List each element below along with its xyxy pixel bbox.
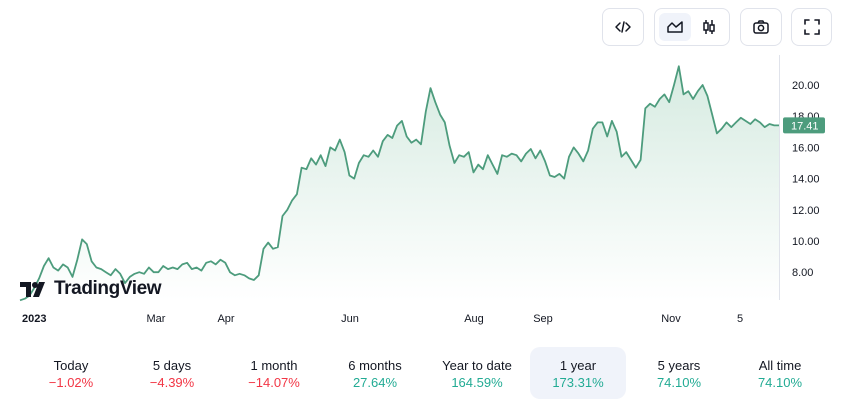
tradingview-logo-icon bbox=[20, 282, 45, 297]
x-tick-apr: Apr bbox=[217, 313, 235, 325]
x-tick-5: 5 bbox=[736, 313, 744, 325]
x-tick-aug: Aug bbox=[464, 313, 484, 325]
x-tick-2023: 2023 bbox=[22, 313, 47, 325]
area-chart-button[interactable] bbox=[659, 13, 691, 41]
y-tick-label: 20.00 bbox=[792, 80, 820, 92]
last-price-label: 17.41 bbox=[791, 120, 819, 132]
y-tick-label: 10.00 bbox=[792, 236, 820, 248]
period-change: −1.02% bbox=[48, 375, 94, 390]
period-6-months[interactable]: 6 months 27.64% bbox=[327, 347, 423, 399]
price-area bbox=[20, 66, 779, 301]
period-change: 27.64% bbox=[352, 375, 398, 390]
x-tick-nov: Nov bbox=[661, 313, 681, 325]
period-label: 5 years bbox=[657, 358, 701, 373]
x-tick-sep: Sep bbox=[533, 313, 553, 325]
x-tick-jun: Jun bbox=[341, 313, 359, 325]
tradingview-logo[interactable]: TradingView bbox=[20, 278, 162, 300]
period-change: 74.10% bbox=[656, 375, 702, 390]
period-selector: Today −1.02% 5 days −4.39% 1 month −14.0… bbox=[18, 347, 838, 399]
price-line bbox=[19, 65, 779, 302]
y-tick-label: 16.00 bbox=[792, 142, 820, 154]
period-all-time[interactable]: All time 74.10% bbox=[732, 347, 828, 399]
fullscreen-button[interactable] bbox=[791, 8, 832, 46]
candles-button[interactable] bbox=[693, 13, 725, 41]
period-change: −14.07% bbox=[248, 375, 300, 390]
period-change: 173.31% bbox=[552, 375, 604, 390]
period-1-year[interactable]: 1 year 173.31% bbox=[530, 347, 626, 399]
last-price-tag: 17.41 bbox=[783, 117, 825, 134]
y-tick-label: 14.00 bbox=[792, 174, 820, 186]
y-tick-label: 8.00 bbox=[792, 267, 813, 279]
candlestick-icon bbox=[703, 20, 715, 34]
period-year-to-date[interactable]: Year to date 164.59% bbox=[429, 347, 525, 399]
logo-text: TradingView bbox=[54, 278, 162, 299]
y-tick-label: 12.00 bbox=[792, 205, 820, 217]
embed-button[interactable] bbox=[602, 8, 644, 46]
period-today[interactable]: Today −1.02% bbox=[23, 347, 119, 399]
area-chart-icon bbox=[667, 21, 683, 33]
period-change: −4.39% bbox=[149, 375, 195, 390]
period-change: 74.10% bbox=[757, 375, 803, 390]
period-label: 1 year bbox=[559, 358, 597, 373]
fullscreen-icon bbox=[803, 19, 820, 35]
chart-style-group bbox=[654, 8, 730, 46]
period-label: Year to date bbox=[442, 358, 512, 373]
x-tick-mar: Mar bbox=[146, 313, 166, 325]
camera-icon bbox=[753, 20, 769, 34]
period-label: All time bbox=[758, 358, 802, 373]
code-icon bbox=[615, 21, 631, 33]
period-5-years[interactable]: 5 years 74.10% bbox=[631, 347, 727, 399]
period-label: Today bbox=[53, 358, 89, 373]
period-label: 6 months bbox=[348, 358, 402, 373]
period-change: 164.59% bbox=[451, 375, 503, 390]
chart-toolbar bbox=[602, 8, 832, 48]
period-1-month[interactable]: 1 month −14.07% bbox=[226, 347, 322, 399]
period-label: 1 month bbox=[250, 358, 298, 373]
period-label: 5 days bbox=[152, 358, 192, 373]
period-5-days[interactable]: 5 days −4.39% bbox=[124, 347, 220, 399]
snapshot-button[interactable] bbox=[740, 8, 782, 46]
